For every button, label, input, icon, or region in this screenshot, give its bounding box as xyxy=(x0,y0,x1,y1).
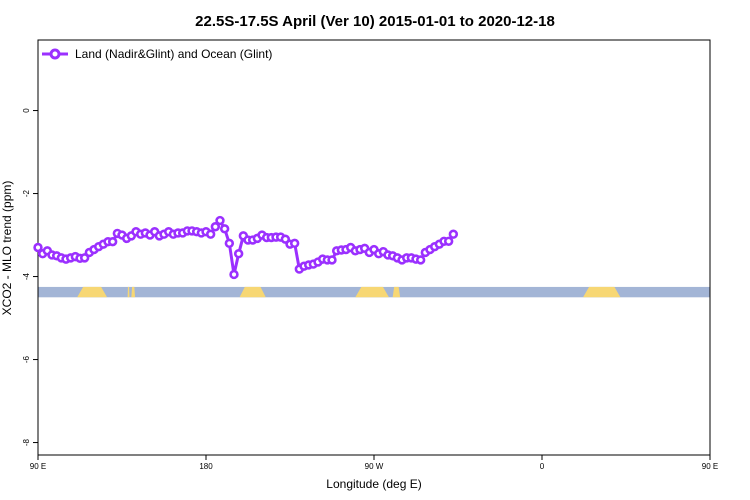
legend: Land (Nadir&Glint) and Ocean (Glint) xyxy=(42,47,272,61)
land-ocean-band xyxy=(38,286,710,298)
y-tick-label-3: -6 xyxy=(22,355,31,363)
data-point-63 xyxy=(327,255,337,265)
x-tick-label-0: 90 E xyxy=(30,462,46,471)
y-tick-label-0: 0 xyxy=(22,108,31,113)
legend-marker-swatch xyxy=(49,48,61,60)
y-axis: 0 -2 -4 -6 -8 xyxy=(22,108,38,446)
land-segment-2 xyxy=(127,286,130,298)
data-point-40 xyxy=(219,224,230,234)
data-point-10 xyxy=(79,253,90,263)
land-segment-6 xyxy=(583,286,621,298)
y-tick-label-4: -8 xyxy=(22,438,31,446)
y-axis-label: XCO2 - MLO trend (ppm) xyxy=(0,181,14,316)
chart-title: 22.5S-17.5S April (Ver 10) 2015-01-01 to… xyxy=(195,13,555,30)
data-point-41 xyxy=(224,238,235,249)
x-tick-label-2: 90 W xyxy=(365,462,384,471)
data-point-43 xyxy=(233,249,244,259)
y-tick-label-1: -2 xyxy=(22,189,31,197)
land-segment-5 xyxy=(392,286,401,298)
data-point-89 xyxy=(448,229,459,239)
data-point-88 xyxy=(443,236,454,246)
x-tick-label-4: 90 E xyxy=(702,462,718,471)
x-tick-label-3: 0 xyxy=(540,462,545,471)
data-point-16 xyxy=(107,236,118,247)
x-axis: 90 E 180 90 W 0 90 E xyxy=(30,455,718,471)
land-segment-0 xyxy=(77,286,108,298)
legend-label: Land (Nadir&Glint) and Ocean (Glint) xyxy=(75,47,272,61)
data-point-38 xyxy=(210,222,221,232)
land-segment-1 xyxy=(131,286,136,298)
y-tick-label-2: -4 xyxy=(22,272,31,280)
x-tick-label-1: 180 xyxy=(199,462,213,471)
data-point-0 xyxy=(33,242,43,253)
data-point-42 xyxy=(229,269,239,280)
data-point-37 xyxy=(205,229,216,239)
data-point-55 xyxy=(289,238,300,249)
series-layer xyxy=(33,215,459,280)
land-segment-4 xyxy=(355,286,389,298)
data-point-39 xyxy=(215,215,225,226)
x-axis-label: Longitude (deg E) xyxy=(326,477,421,491)
land-segment-3 xyxy=(239,286,266,298)
data-point-82 xyxy=(415,255,426,265)
